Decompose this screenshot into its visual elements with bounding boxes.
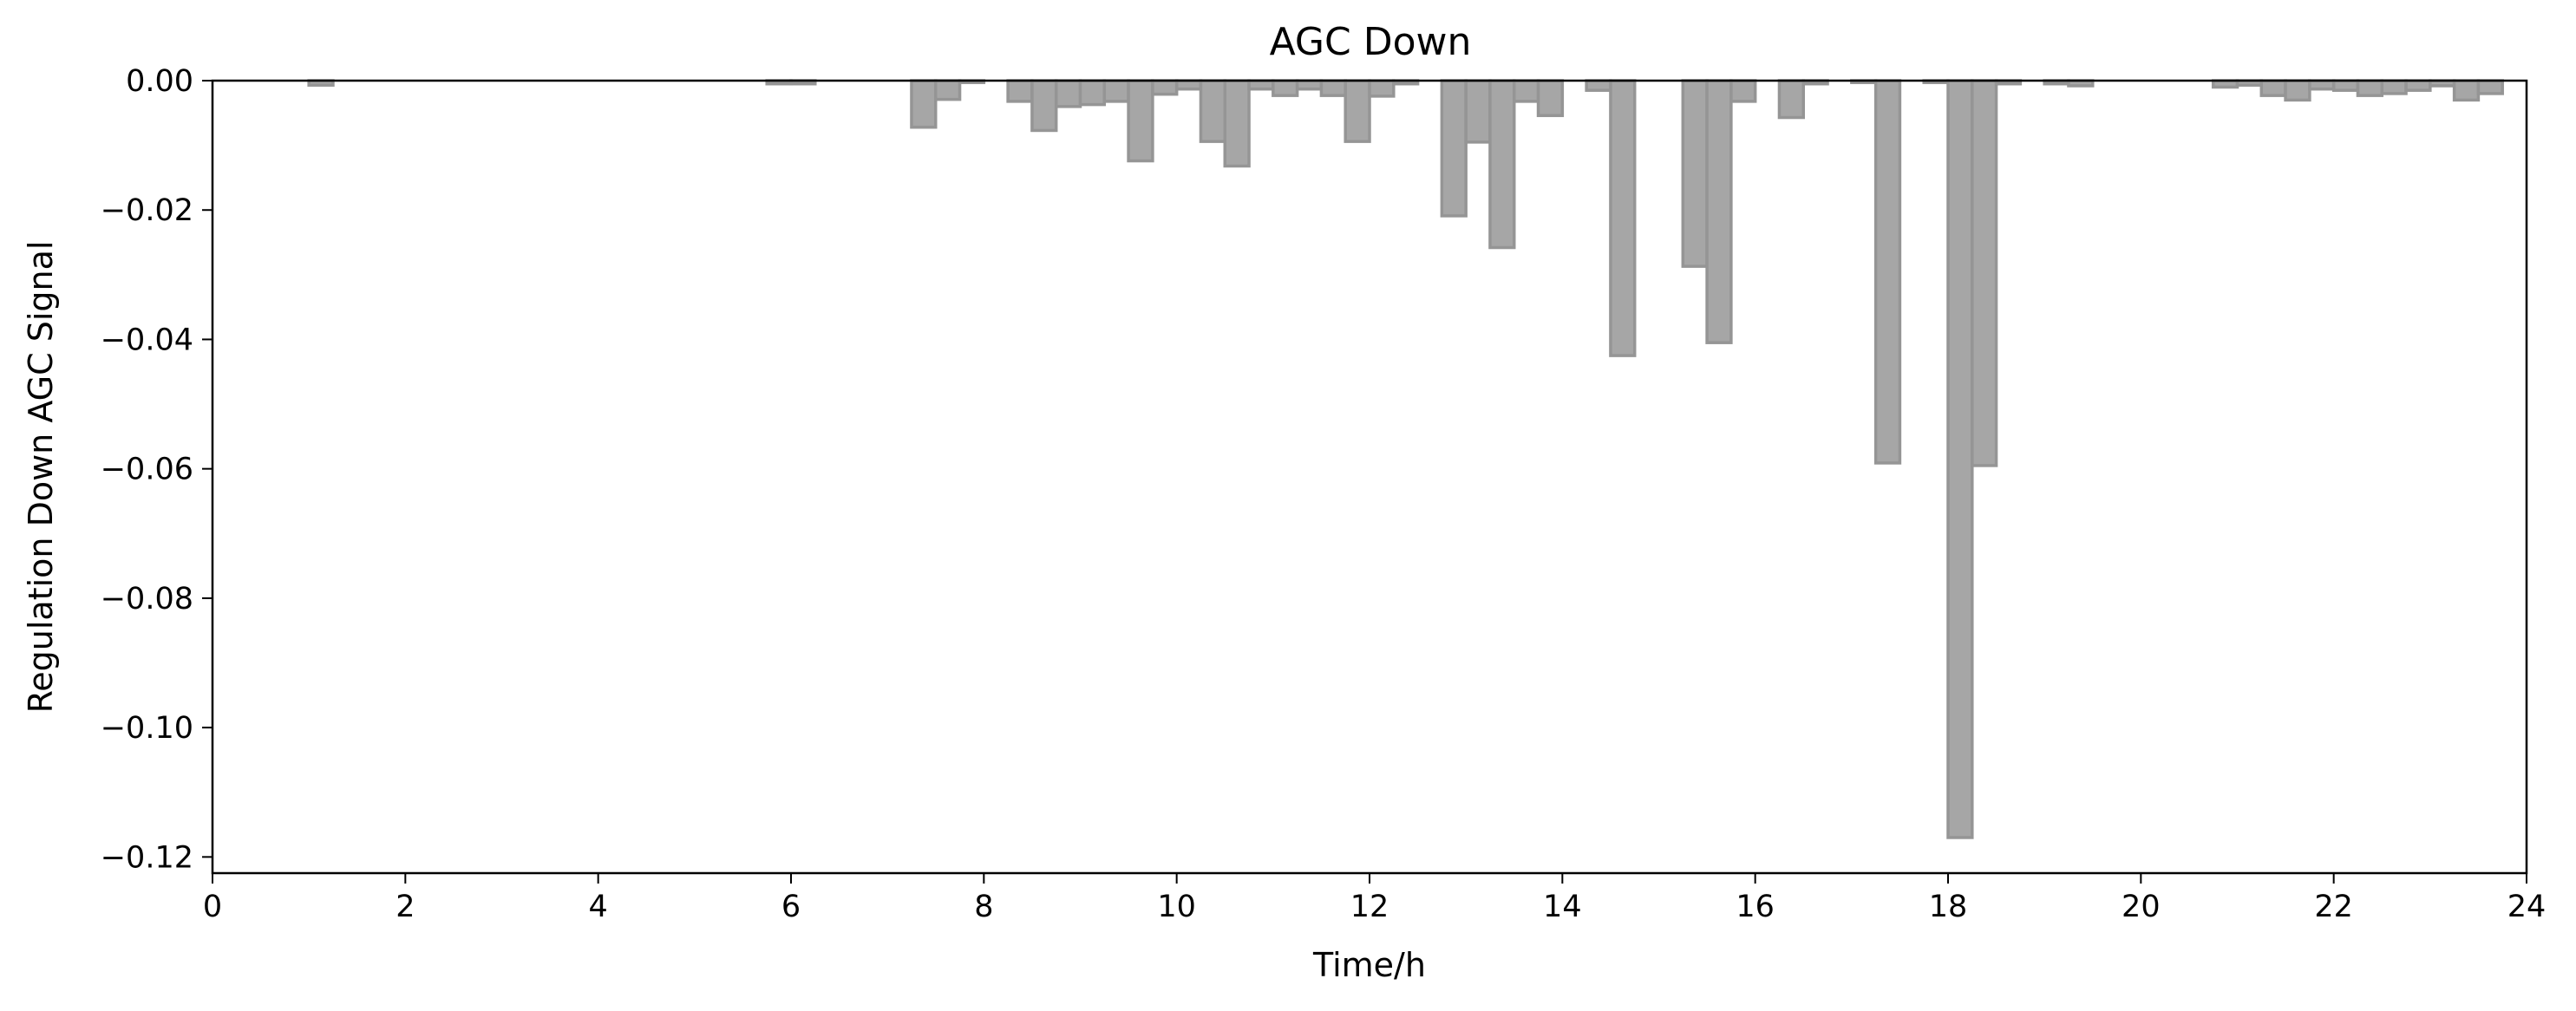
bar [1609,79,1637,357]
bar [1488,79,1516,250]
bar [1102,79,1130,103]
bar [2308,79,2336,91]
x-tick-label: 4 [589,890,608,924]
bar [1946,79,1974,839]
bar [1295,79,1324,91]
bar [1440,79,1468,218]
x-tick-label: 10 [1157,890,1196,924]
y-tick-label: −0.04 [101,323,193,357]
bar [1729,79,1757,103]
x-tick-label: 24 [2507,890,2547,924]
bar [1873,79,1902,465]
bar [1223,79,1251,168]
bar [1464,79,1492,144]
bar [1078,79,1107,107]
bar [1127,79,1154,163]
y-tick-label: −0.08 [101,582,193,616]
x-tick-label: 22 [2314,890,2353,924]
bar [1054,79,1082,108]
bar [2476,79,2504,95]
bars-group [307,79,2504,839]
bar [1199,79,1227,143]
bar [1585,79,1612,92]
bar [1030,79,1058,133]
bar [1344,79,1371,143]
x-tick-label: 0 [203,890,222,924]
bar [910,79,938,129]
plot-frame [211,79,2528,875]
y-axis-label: Regulation Down AGC Signal [22,241,60,714]
x-tick-label: 8 [974,890,993,924]
y-tick-label: −0.02 [101,193,193,228]
x-tick-label: 6 [781,890,801,924]
bar [1174,79,1203,91]
bar [2452,79,2481,102]
x-axis-ticks: 0 2 4 6 8 10 12 14 16 18 20 22 24 [203,873,2546,924]
bar [1368,79,1396,98]
bar [2284,79,2311,102]
x-tick-label: 16 [1736,890,1775,924]
bar [2356,79,2383,97]
y-axis-ticks: 0.00 −0.02 −0.04 −0.06 −0.08 −0.10 −0.12 [101,64,212,875]
y-tick-label: −0.12 [101,840,193,875]
bar [2259,79,2287,97]
bar [1006,79,1034,103]
bar [1777,79,1805,120]
bar [1272,79,1299,97]
x-axis-label: Time/h [1312,946,1426,984]
x-tick-label: 2 [396,890,415,924]
chart-title: AGC Down [1270,20,1472,64]
x-tick-label: 14 [1543,890,1582,924]
y-tick-label: −0.10 [101,711,193,746]
x-tick-label: 18 [1929,890,1968,924]
bar [1705,79,1733,344]
bar [1151,79,1179,96]
y-tick-label: 0.00 [126,64,193,99]
bar [2404,79,2432,92]
x-tick-label: 12 [1350,890,1389,924]
bar [2380,79,2408,95]
bar [1971,79,1998,467]
x-tick-label: 20 [2122,890,2161,924]
bar [1247,79,1275,91]
bar [1319,79,1347,97]
bar [1536,79,1565,118]
bar [1681,79,1709,268]
bar [2331,79,2360,92]
y-tick-label: −0.06 [101,453,193,487]
bar [1513,79,1540,103]
bar [934,79,962,101]
